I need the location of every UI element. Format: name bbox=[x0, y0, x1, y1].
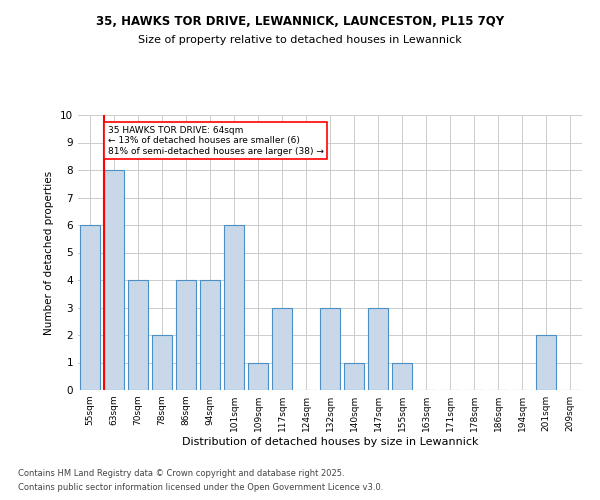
Bar bbox=[536, 335, 556, 390]
Bar bbox=[248, 362, 268, 390]
Bar bbox=[152, 335, 172, 390]
Bar bbox=[176, 280, 196, 390]
Y-axis label: Number of detached properties: Number of detached properties bbox=[44, 170, 55, 334]
Bar bbox=[272, 308, 292, 390]
Text: Contains HM Land Registry data © Crown copyright and database right 2025.: Contains HM Land Registry data © Crown c… bbox=[18, 468, 344, 477]
Text: 35 HAWKS TOR DRIVE: 64sqm
← 13% of detached houses are smaller (6)
81% of semi-d: 35 HAWKS TOR DRIVE: 64sqm ← 13% of detac… bbox=[108, 126, 324, 156]
Bar bbox=[344, 362, 364, 390]
Bar bbox=[200, 280, 220, 390]
Bar bbox=[104, 170, 124, 390]
X-axis label: Distribution of detached houses by size in Lewannick: Distribution of detached houses by size … bbox=[182, 437, 478, 447]
Text: Contains public sector information licensed under the Open Government Licence v3: Contains public sector information licen… bbox=[18, 484, 383, 492]
Text: 35, HAWKS TOR DRIVE, LEWANNICK, LAUNCESTON, PL15 7QY: 35, HAWKS TOR DRIVE, LEWANNICK, LAUNCEST… bbox=[96, 15, 504, 28]
Bar bbox=[224, 225, 244, 390]
Bar bbox=[392, 362, 412, 390]
Bar bbox=[80, 225, 100, 390]
Bar bbox=[320, 308, 340, 390]
Text: Size of property relative to detached houses in Lewannick: Size of property relative to detached ho… bbox=[138, 35, 462, 45]
Bar bbox=[368, 308, 388, 390]
Bar bbox=[128, 280, 148, 390]
